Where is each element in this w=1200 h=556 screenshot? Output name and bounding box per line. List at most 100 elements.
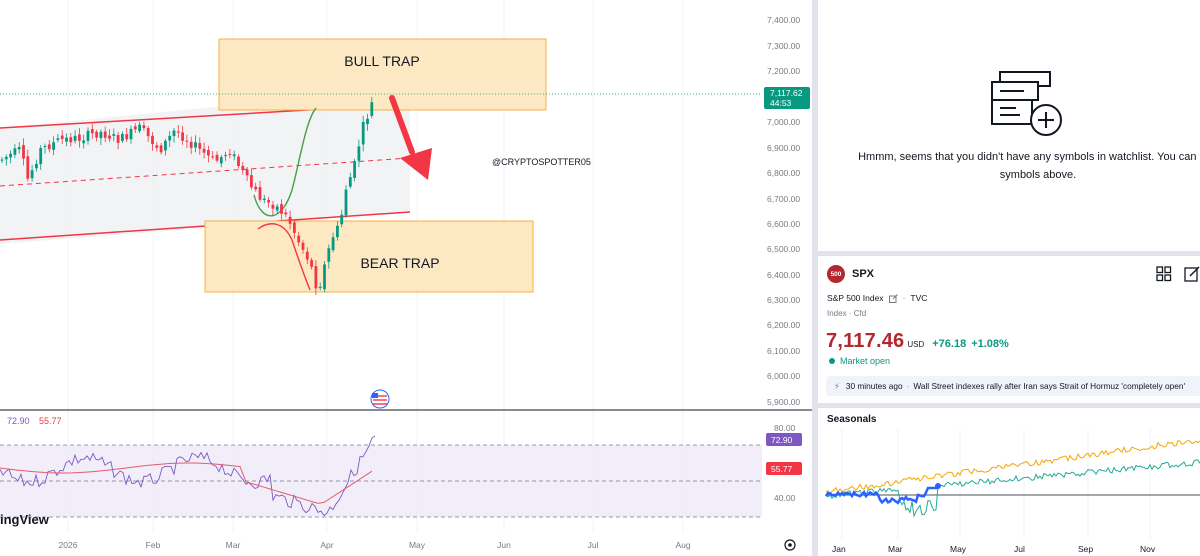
candle-body	[0, 159, 4, 161]
candle-body	[168, 135, 172, 141]
seasonals-series-orange[interactable]	[826, 439, 1200, 496]
candle-body	[215, 154, 219, 161]
candle-body	[357, 146, 361, 161]
price-axis-tick: 6,000.00	[767, 371, 800, 381]
candle-body	[164, 140, 167, 151]
price-axis-tick: 6,300.00	[767, 295, 800, 305]
candle-body	[340, 214, 344, 225]
time-axis-label: Jul	[588, 540, 599, 550]
panel-divider[interactable]	[818, 251, 1200, 256]
candle-body	[323, 264, 326, 290]
candle-body	[30, 170, 34, 179]
price-axis-tick: 6,700.00	[767, 194, 800, 204]
news-time: 30 minutes ago	[845, 381, 903, 391]
symbol-ticker[interactable]: SPX	[852, 268, 875, 280]
symbol-name-row: S&P 500 Index · TVC	[827, 293, 928, 303]
candle-body	[73, 135, 77, 141]
candle-body	[65, 137, 68, 142]
details-divider	[818, 403, 1200, 408]
recovery-curve[interactable]	[253, 107, 317, 217]
seasonals-chart[interactable]: Jan Mar May Jul Sep Nov	[818, 428, 1200, 556]
candle-body	[82, 140, 86, 144]
market-open-dot-icon	[829, 358, 835, 364]
candle-body	[271, 204, 275, 209]
last-price: 7,117.46	[826, 330, 905, 352]
candle-body	[344, 189, 348, 216]
lightning-icon: ⚡	[834, 381, 840, 391]
candle-body	[258, 187, 262, 200]
market-status[interactable]: Market open	[829, 356, 890, 366]
channel-mid-line[interactable]	[0, 157, 411, 187]
candle-body	[224, 155, 227, 157]
candle-body	[151, 135, 154, 145]
grid-layout-icon[interactable]	[1156, 266, 1172, 282]
candle-body	[133, 126, 137, 130]
seasonals-series-green[interactable]	[825, 459, 1200, 518]
candle-body	[284, 212, 288, 215]
candle-body	[90, 129, 94, 134]
price-axis-tick: 7,300.00	[767, 41, 800, 51]
news-headline-row[interactable]: ⚡ 30 minutes ago · Wall Street indexes r…	[826, 376, 1200, 396]
rsi-tick-80: 80.00	[774, 423, 796, 433]
candle-body	[181, 132, 184, 141]
seasonals-series-current[interactable]	[824, 486, 938, 505]
us-flag-icon[interactable]	[370, 389, 390, 409]
seasonals-month-label: Jul	[1014, 544, 1025, 554]
empty-watchlist-icon	[991, 71, 1062, 136]
candle-body	[13, 148, 17, 155]
candle-body	[116, 135, 120, 143]
watermark-text: @CRYPTOSPOTTER05	[492, 157, 591, 167]
bear-trap-box[interactable]	[204, 220, 534, 293]
symbol-subtype: Cfd	[853, 309, 867, 318]
rsi-ma-badge: 55.77	[766, 462, 802, 475]
pane-divider[interactable]	[812, 0, 818, 556]
candle-body	[95, 131, 98, 138]
candle-body	[198, 143, 202, 149]
price-change: +76.18	[932, 338, 967, 350]
dip-curve[interactable]	[257, 223, 311, 291]
candle-body	[112, 134, 116, 136]
candle-body	[138, 124, 141, 132]
price-chart[interactable]: BULL TRAP BEAR TRAP @CRYPTOSPOTTER05 7,4…	[0, 0, 812, 556]
time-axis-label: Aug	[675, 540, 690, 550]
time-axis-label: Feb	[146, 540, 161, 550]
rsi-line[interactable]	[0, 435, 376, 517]
candle-body	[99, 131, 103, 139]
time-axis-label: Mar	[226, 540, 241, 550]
candle-body	[172, 130, 176, 137]
bull-trap-box[interactable]	[218, 38, 547, 111]
price-axis-tick: 7,000.00	[767, 117, 800, 127]
candle-body	[176, 131, 180, 133]
seasonals-title[interactable]: Seasonals	[827, 414, 877, 425]
symbol-full-name[interactable]: S&P 500 Index	[827, 293, 884, 303]
bear-trap-label: BEAR TRAP	[360, 255, 439, 271]
candles-group[interactable]	[0, 97, 374, 295]
settings-gear-icon[interactable]	[784, 539, 796, 551]
symbol-header[interactable]: 500 SPX	[827, 265, 874, 283]
candle-body	[155, 145, 159, 148]
candle-body	[301, 242, 305, 250]
symbol-type-row: Index · Cfd	[827, 309, 867, 318]
candle-body	[336, 225, 339, 238]
down-arrow-icon[interactable]	[389, 95, 432, 180]
external-link-icon[interactable]	[888, 293, 898, 303]
symbol-logo: 500	[827, 265, 845, 283]
time-axis-label: Apr	[320, 540, 333, 550]
candle-body	[86, 130, 90, 141]
price-axis-tick: 6,400.00	[767, 270, 800, 280]
watchlist-panel: Hmmm, seems that you didn't have any sym…	[818, 0, 1200, 250]
chart-pane[interactable]: BULL TRAP BEAR TRAP @CRYPTOSPOTTER05 7,4…	[0, 0, 812, 556]
candle-body	[207, 150, 210, 156]
rsi-tick-40: 40.00	[774, 493, 796, 503]
rsi-ma-line[interactable]	[0, 462, 373, 504]
edit-icon[interactable]	[1184, 266, 1200, 282]
candle-body	[9, 153, 12, 158]
rsi-badge: 72.90	[766, 433, 802, 446]
symbol-details: 500 SPX S&P 500 Index · TVC Index · C	[818, 256, 1200, 556]
price-axis-tick: 6,100.00	[767, 346, 800, 356]
candle-body	[370, 102, 374, 116]
candle-body	[219, 157, 223, 164]
news-title[interactable]: Wall Street indexes rally after Iran say…	[913, 381, 1186, 391]
candle-body	[250, 175, 253, 188]
time-axis-label: May	[409, 540, 426, 550]
